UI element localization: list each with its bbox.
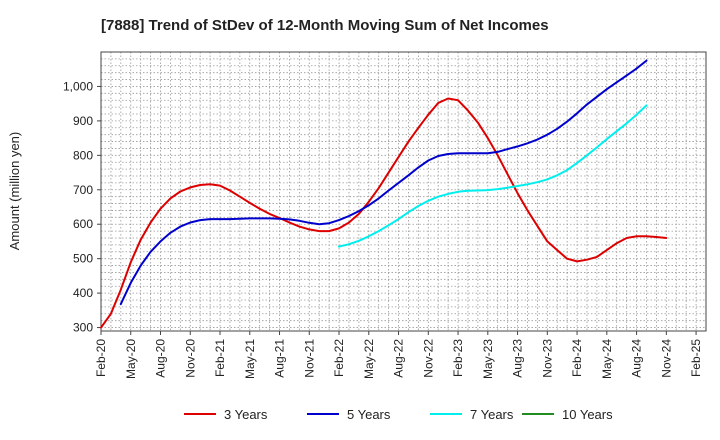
y-tick-label: 500 [73, 252, 93, 266]
x-tick-label: May-24 [600, 339, 614, 379]
x-tick-label: Nov-23 [540, 339, 554, 378]
x-tick-label: Aug-23 [511, 339, 525, 378]
x-tick-label: Aug-20 [154, 339, 168, 378]
y-tick-label: 800 [73, 148, 93, 162]
x-tick-label: Aug-21 [273, 339, 287, 378]
y-tick-label: 700 [73, 183, 93, 197]
x-tick-label: Nov-24 [659, 339, 673, 378]
x-tick-label: May-22 [362, 339, 376, 379]
x-tick-label: May-21 [243, 339, 257, 379]
plot-border [100, 51, 707, 332]
x-tick-label: May-20 [124, 339, 138, 379]
x-tick-label: Aug-22 [392, 339, 406, 378]
legend-label: 10 Years [562, 407, 613, 422]
chart-title: [7888] Trend of StDev of 12-Month Moving… [101, 17, 549, 34]
y-tick-label: 300 [73, 321, 93, 335]
plot-background [101, 52, 706, 331]
series-line-5-years [119, 59, 648, 306]
y-tick-label: 400 [73, 286, 93, 300]
y-axis-label: Amount (million yen) [7, 132, 22, 251]
legend-label: 5 Years [347, 407, 391, 422]
x-tick-label: Feb-25 [689, 339, 703, 377]
y-tick-label: 900 [73, 114, 93, 128]
plot-area: 300 400 500 600 700 800 900 1,000 Feb-20 May-20 Au… [63, 51, 720, 379]
x-tick-label: May-25 [719, 339, 720, 379]
x-tick-label: Feb-20 [94, 339, 108, 377]
series-line-3-years [100, 97, 668, 329]
legend-label: 3 Years [224, 407, 268, 422]
x-tick-label: Feb-22 [332, 339, 346, 377]
x-tick-label: Aug-24 [630, 339, 644, 378]
x-tick-label: Feb-24 [570, 339, 584, 377]
x-tick-label: Nov-22 [421, 339, 435, 378]
x-tick-label: Feb-21 [213, 339, 227, 377]
x-tick-label: May-23 [481, 339, 495, 379]
y-tick-label: 600 [73, 217, 93, 231]
legend-label: 7 Years [470, 407, 514, 422]
x-tick-label: Nov-21 [302, 339, 316, 378]
legend: 3 Years 5 Years 7 Years 10 Years [184, 407, 613, 422]
y-tick-label: 1,000 [63, 79, 93, 93]
series-line-7-years [338, 104, 648, 248]
x-tick-label: Nov-20 [183, 339, 197, 378]
x-tick-label: Feb-23 [451, 339, 465, 377]
